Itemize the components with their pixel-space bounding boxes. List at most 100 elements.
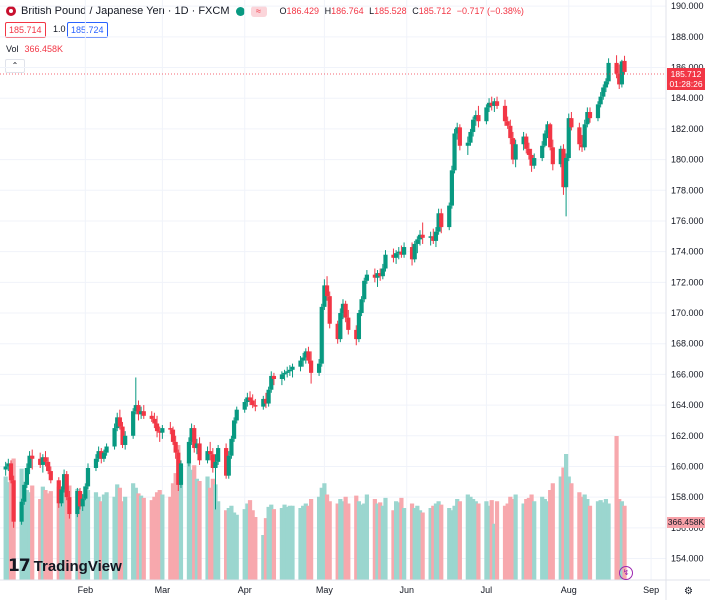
candle-body (30, 455, 35, 459)
volume-bar (473, 501, 478, 580)
candle-body (139, 411, 144, 415)
volume-bar (343, 496, 348, 580)
candle-body (64, 474, 69, 498)
candle-body (532, 158, 537, 166)
y-tick-label: 188.000 (671, 32, 704, 42)
candle-body (186, 441, 192, 464)
volume-bar (471, 499, 476, 580)
candle-body (542, 133, 547, 146)
candle-body (216, 448, 221, 462)
candle-body (489, 102, 494, 106)
volume-bar (64, 491, 69, 580)
candle-body (77, 491, 83, 507)
volume-bar (133, 487, 138, 580)
candle-body (465, 142, 470, 146)
volume-bar (247, 500, 253, 580)
volume-bar (380, 505, 385, 580)
candle-body (563, 158, 569, 188)
candle-body (433, 231, 439, 241)
candle-body (152, 418, 157, 424)
volume-bar (327, 501, 332, 580)
volume-bar (213, 484, 218, 580)
candle-body (614, 62, 619, 74)
candle-body (157, 431, 162, 433)
volume-bar (601, 502, 606, 580)
candle-body (316, 363, 322, 373)
candle-body (401, 247, 407, 255)
volume-bar (579, 496, 585, 580)
candle-body (112, 428, 117, 447)
x-tick-label: May (316, 585, 334, 595)
volume-bar (176, 445, 181, 580)
volume-bar (433, 503, 439, 580)
spread-value: 1.0 (50, 22, 69, 36)
sell-button[interactable]: 185.714 (5, 22, 46, 38)
volume-bar (253, 517, 258, 580)
x-tick-label: Sep (643, 585, 659, 595)
volume-bar (362, 503, 367, 580)
collapse-legend-button[interactable]: ⌃ (5, 59, 25, 73)
candle-body (80, 498, 85, 507)
volume-bar (484, 501, 489, 580)
volume-bar (449, 510, 454, 580)
candle-body (266, 389, 271, 404)
volume-bar (208, 487, 213, 580)
volume-bar (401, 508, 407, 580)
volume-bar (548, 490, 553, 580)
candle-body (492, 101, 497, 106)
volume-bar (30, 485, 35, 580)
y-tick-label: 160.000 (671, 461, 704, 471)
symbol-title[interactable]: British Pound / Japanese Yen · 1D · FXCM (21, 5, 230, 17)
volume-bar (606, 503, 611, 580)
volume-bar (582, 494, 587, 580)
candle-body (412, 243, 417, 260)
candle-body (521, 136, 526, 145)
candle-body (93, 458, 99, 468)
candle-body (287, 369, 292, 372)
volume-bar (141, 497, 146, 580)
x-tick-label: Jun (399, 585, 414, 595)
candle-body (598, 96, 603, 105)
buy-button[interactable]: 185.724 (67, 22, 108, 38)
candle-body (436, 213, 441, 232)
y-tick-label: 184.000 (671, 93, 704, 103)
candle-body (595, 104, 601, 119)
volume-legend: Vol 366.458K (6, 44, 63, 54)
volume-bar (375, 503, 380, 580)
volume-bar (131, 483, 136, 580)
candle-body (399, 251, 404, 255)
tradingview-logo[interactable]: 17 TradingView (8, 556, 122, 576)
candle-body (354, 329, 359, 340)
y-tick-label: 172.000 (671, 277, 704, 287)
candle-body (210, 454, 215, 468)
candle-body (290, 366, 295, 370)
gear-icon[interactable]: ⚙ (684, 586, 693, 597)
candle-body (285, 371, 290, 373)
volume-bar (80, 494, 85, 580)
market-status-icon[interactable] (235, 6, 245, 16)
ohlc-readout: O186.429 H186.764 L185.528 C185.712 −0.7… (279, 6, 524, 16)
volume-bar (120, 501, 125, 580)
candle-body (455, 127, 460, 134)
volume-bar (412, 508, 417, 580)
volume-bar (152, 496, 157, 580)
volume-bar (85, 490, 91, 580)
candle-body (178, 463, 184, 485)
flash-icon[interactable]: ↯ (619, 566, 633, 580)
candle-body (476, 115, 481, 122)
candle-body (540, 145, 545, 159)
volume-bar (455, 499, 460, 580)
y-tick-label: 166.000 (671, 369, 704, 379)
volume-bar (513, 494, 518, 580)
candle-body (40, 457, 45, 465)
y-tick-label: 164.000 (671, 400, 704, 410)
candle-body (335, 323, 340, 340)
volume-bar (545, 501, 550, 580)
volume-bar (587, 505, 593, 580)
volume-bar (316, 496, 322, 580)
volume-bar (168, 496, 173, 580)
candle-body (619, 61, 624, 85)
x-tick-label: Jul (481, 585, 493, 595)
compare-chip[interactable]: ≈ (250, 5, 267, 17)
